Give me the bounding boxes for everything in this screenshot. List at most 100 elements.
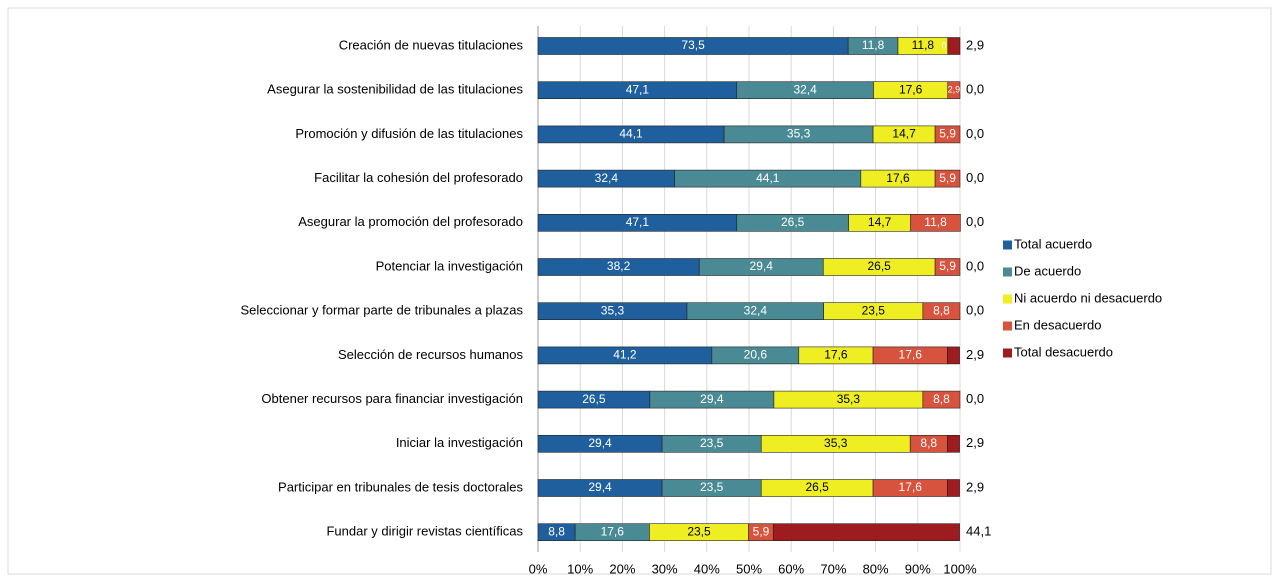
y-tick-label: Facilitar la cohesión del profesorado bbox=[314, 170, 523, 185]
data-label: 29,4 bbox=[588, 436, 612, 450]
y-tick-label: Iniciar la investigación bbox=[396, 435, 523, 450]
bar-segment bbox=[947, 346, 960, 365]
data-label: 11,8 bbox=[862, 38, 885, 52]
x-tick-label: 70% bbox=[820, 561, 846, 576]
data-label: 47,1 bbox=[626, 215, 650, 229]
data-label: 38,2 bbox=[607, 259, 631, 273]
data-label: 2,9 bbox=[966, 435, 984, 450]
x-tick-label: 0% bbox=[529, 561, 548, 576]
y-tick-label: Participar en tribunales de tesis doctor… bbox=[278, 479, 523, 494]
bar-segment bbox=[910, 214, 961, 232]
data-label: 73,5 bbox=[681, 38, 705, 52]
data-label: 23,5 bbox=[687, 524, 711, 538]
bar-segment bbox=[934, 125, 961, 144]
y-tick-label: Creación de nuevas titulaciones bbox=[339, 37, 524, 52]
bar-segment bbox=[922, 390, 961, 409]
bar-segment bbox=[934, 169, 961, 188]
data-label: 8,8 bbox=[920, 436, 937, 450]
data-label: 5,9 bbox=[939, 127, 956, 141]
bar-segment bbox=[947, 37, 961, 55]
data-label: 26,5 bbox=[868, 259, 892, 273]
data-label: 8,8 bbox=[933, 392, 950, 406]
data-label: 26,5 bbox=[582, 392, 606, 406]
x-tick-label: 50% bbox=[736, 561, 762, 576]
data-label: 32,4 bbox=[793, 82, 817, 96]
legend-swatch bbox=[1003, 321, 1012, 331]
legend-swatch bbox=[1003, 240, 1012, 250]
data-label: 26,5 bbox=[781, 215, 805, 229]
data-label: 32,4 bbox=[595, 171, 619, 185]
data-label: 11,8 bbox=[912, 38, 935, 52]
data-label: 47,1 bbox=[626, 82, 650, 96]
data-label: 44,1 bbox=[966, 524, 991, 539]
data-label: 17,6 bbox=[824, 348, 848, 362]
data-label: 8,8 bbox=[933, 303, 950, 317]
data-label: 44,1 bbox=[756, 171, 780, 185]
data-label: 0,0 bbox=[966, 391, 984, 406]
x-tick-label: 40% bbox=[694, 561, 720, 576]
data-label: 20,6 bbox=[744, 348, 768, 362]
data-label: 35,3 bbox=[824, 436, 848, 450]
x-tick-label: 100% bbox=[943, 561, 977, 576]
data-label: 29,4 bbox=[700, 392, 724, 406]
data-label: 0,0 bbox=[966, 126, 984, 141]
bar-segment bbox=[947, 434, 960, 453]
data-label: 0,0 bbox=[966, 303, 984, 318]
y-tick-label: Asegurar la promoción del profesorado bbox=[298, 214, 523, 229]
data-label: 26,5 bbox=[805, 480, 829, 494]
x-tick-label: 30% bbox=[652, 561, 678, 576]
bar-segment bbox=[947, 479, 960, 497]
x-tick-label: 90% bbox=[905, 561, 931, 576]
x-tick-label: 20% bbox=[609, 561, 635, 576]
data-label: 44,1 bbox=[619, 127, 643, 141]
data-label: 2,9 bbox=[948, 85, 961, 95]
legend-label: Total desacuerdo bbox=[1014, 344, 1113, 359]
x-tick-label: 10% bbox=[567, 561, 593, 576]
data-label: 2,9 bbox=[966, 347, 984, 362]
data-label: 23,5 bbox=[700, 436, 724, 450]
data-label: 14,7 bbox=[892, 127, 916, 141]
legend-label: Total acuerdo bbox=[1014, 236, 1092, 251]
x-tick-label: 60% bbox=[778, 561, 804, 576]
bar-segment bbox=[934, 258, 961, 276]
data-label: 17,6 bbox=[886, 171, 910, 185]
y-tick-label: Potenciar la investigación bbox=[376, 258, 523, 273]
legend-label: En desacuerdo bbox=[1014, 317, 1101, 332]
data-label: 17,6 bbox=[601, 524, 625, 538]
y-tick-label: Asegurar la sostenibilidad de las titula… bbox=[267, 82, 523, 97]
legend-swatch bbox=[1003, 348, 1012, 358]
legend-swatch bbox=[1003, 294, 1012, 304]
data-label: 29,4 bbox=[750, 259, 774, 273]
data-label: 17,6 bbox=[899, 480, 923, 494]
data-label: 32,4 bbox=[744, 303, 768, 317]
data-label: 23,5 bbox=[862, 303, 886, 317]
data-label: 35,3 bbox=[601, 303, 625, 317]
data-label: 0,0 bbox=[966, 82, 984, 97]
x-tick-label: 80% bbox=[863, 561, 889, 576]
bar-segment bbox=[947, 81, 961, 99]
data-label: 0,0 bbox=[966, 170, 984, 185]
data-label: 2,9 bbox=[966, 37, 984, 52]
data-label: 5,9 bbox=[939, 259, 956, 273]
data-label: 11,8 bbox=[924, 215, 947, 229]
data-label: 2,9 bbox=[966, 479, 984, 494]
data-label: 14,7 bbox=[868, 215, 892, 229]
data-label: 23,5 bbox=[700, 480, 724, 494]
data-label: 29,4 bbox=[588, 480, 612, 494]
data-label: 5,9 bbox=[753, 524, 770, 538]
data-label: 5,9 bbox=[939, 171, 956, 185]
data-label: 0,0 bbox=[966, 258, 984, 273]
data-label: 17,6 bbox=[899, 82, 923, 96]
legend-label: De acuerdo bbox=[1014, 263, 1081, 278]
y-tick-label: Obtener recursos para financiar investig… bbox=[261, 391, 523, 406]
legend-label: Ni acuerdo ni desacuerdo bbox=[1014, 290, 1162, 305]
y-tick-label: Selección de recursos humanos bbox=[338, 347, 523, 362]
bar-segment bbox=[922, 302, 961, 321]
y-tick-label: Fundar y dirigir revistas científicas bbox=[326, 524, 523, 539]
data-label: 17,6 bbox=[899, 348, 923, 362]
data-label: 41,2 bbox=[613, 348, 637, 362]
data-label: 35,3 bbox=[837, 392, 861, 406]
y-tick-label: Promoción y difusión de las titulaciones bbox=[295, 126, 523, 141]
y-tick-label: Seleccionar y formar parte de tribunales… bbox=[240, 303, 523, 318]
